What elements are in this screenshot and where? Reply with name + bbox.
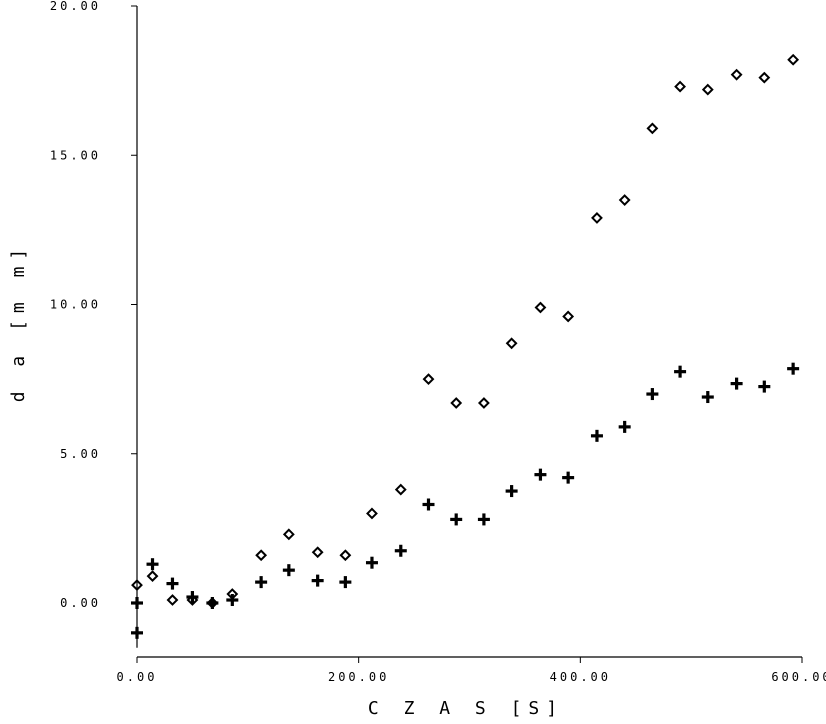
x-tick-label: 400.00 xyxy=(550,670,611,684)
plus-point xyxy=(311,574,324,587)
plus-point xyxy=(477,513,490,526)
plus-point xyxy=(255,576,268,589)
diamond-point xyxy=(255,549,268,562)
plus-point xyxy=(730,377,743,390)
plus-point xyxy=(450,513,463,526)
plus-point xyxy=(339,576,352,589)
diamond-point xyxy=(366,507,378,520)
plus-point xyxy=(146,558,159,571)
y-tick-label: 5.00 xyxy=(60,447,101,461)
plus-point xyxy=(226,594,239,607)
y-tick-label: 0.00 xyxy=(60,596,101,610)
plus-point xyxy=(534,468,547,481)
plus-point xyxy=(505,485,518,498)
data-marks xyxy=(131,53,800,639)
plus-point xyxy=(186,591,199,604)
diamond-point xyxy=(758,71,771,84)
axes xyxy=(136,6,802,658)
x-axis-ticks: 0.00 200.00 400.00 600.00 xyxy=(117,657,826,684)
diamond-point xyxy=(591,212,603,224)
diamond-point xyxy=(534,301,547,314)
plus-point xyxy=(422,498,435,511)
x-tick-label: 0.00 xyxy=(117,670,158,684)
diamond-point xyxy=(311,546,324,559)
plus-point xyxy=(590,429,603,442)
plus-point xyxy=(787,362,800,375)
plus-point xyxy=(562,471,575,484)
diamond-point xyxy=(131,579,143,592)
x-axis-title: C Z A S [S] xyxy=(368,698,564,719)
diamond-point xyxy=(450,397,463,409)
plus-point xyxy=(206,597,219,609)
diamond-point xyxy=(787,53,800,66)
y-tick-label: 15.00 xyxy=(50,148,101,162)
y-axis-ticks: 0.00 5.00 10.00 15.00 20.00 xyxy=(50,0,137,610)
plus-point xyxy=(758,380,771,393)
diamond-point xyxy=(282,528,295,541)
y-axis-title: d a [m m] xyxy=(8,242,29,403)
plus-point xyxy=(394,544,407,557)
diamond-point xyxy=(701,83,714,96)
y-tick-label: 10.00 xyxy=(50,298,101,312)
plus-point xyxy=(674,365,687,378)
plus-point xyxy=(282,564,295,577)
plus-point xyxy=(618,420,631,433)
x-tick-label: 600.00 xyxy=(771,670,826,684)
x-tick-label: 200.00 xyxy=(328,670,389,684)
diamond-point xyxy=(505,337,518,350)
plus-point xyxy=(131,597,143,609)
y-tick-label: 20.00 xyxy=(50,0,101,13)
diamond-point xyxy=(730,68,743,81)
diamond-point xyxy=(618,194,631,206)
diamond-point xyxy=(477,397,490,409)
diamond-point xyxy=(646,122,659,135)
plus-point xyxy=(701,391,714,404)
diamond-point xyxy=(339,549,352,562)
diamond-point xyxy=(422,373,435,386)
diamond-point xyxy=(166,594,179,606)
plus-point xyxy=(365,556,378,569)
diamond-point xyxy=(394,483,407,496)
plus-point xyxy=(646,388,659,401)
plus-point xyxy=(131,626,143,639)
diamond-point xyxy=(562,310,575,323)
diamond-point xyxy=(146,570,159,583)
plus-point xyxy=(166,577,179,590)
diamond-point xyxy=(674,80,686,93)
